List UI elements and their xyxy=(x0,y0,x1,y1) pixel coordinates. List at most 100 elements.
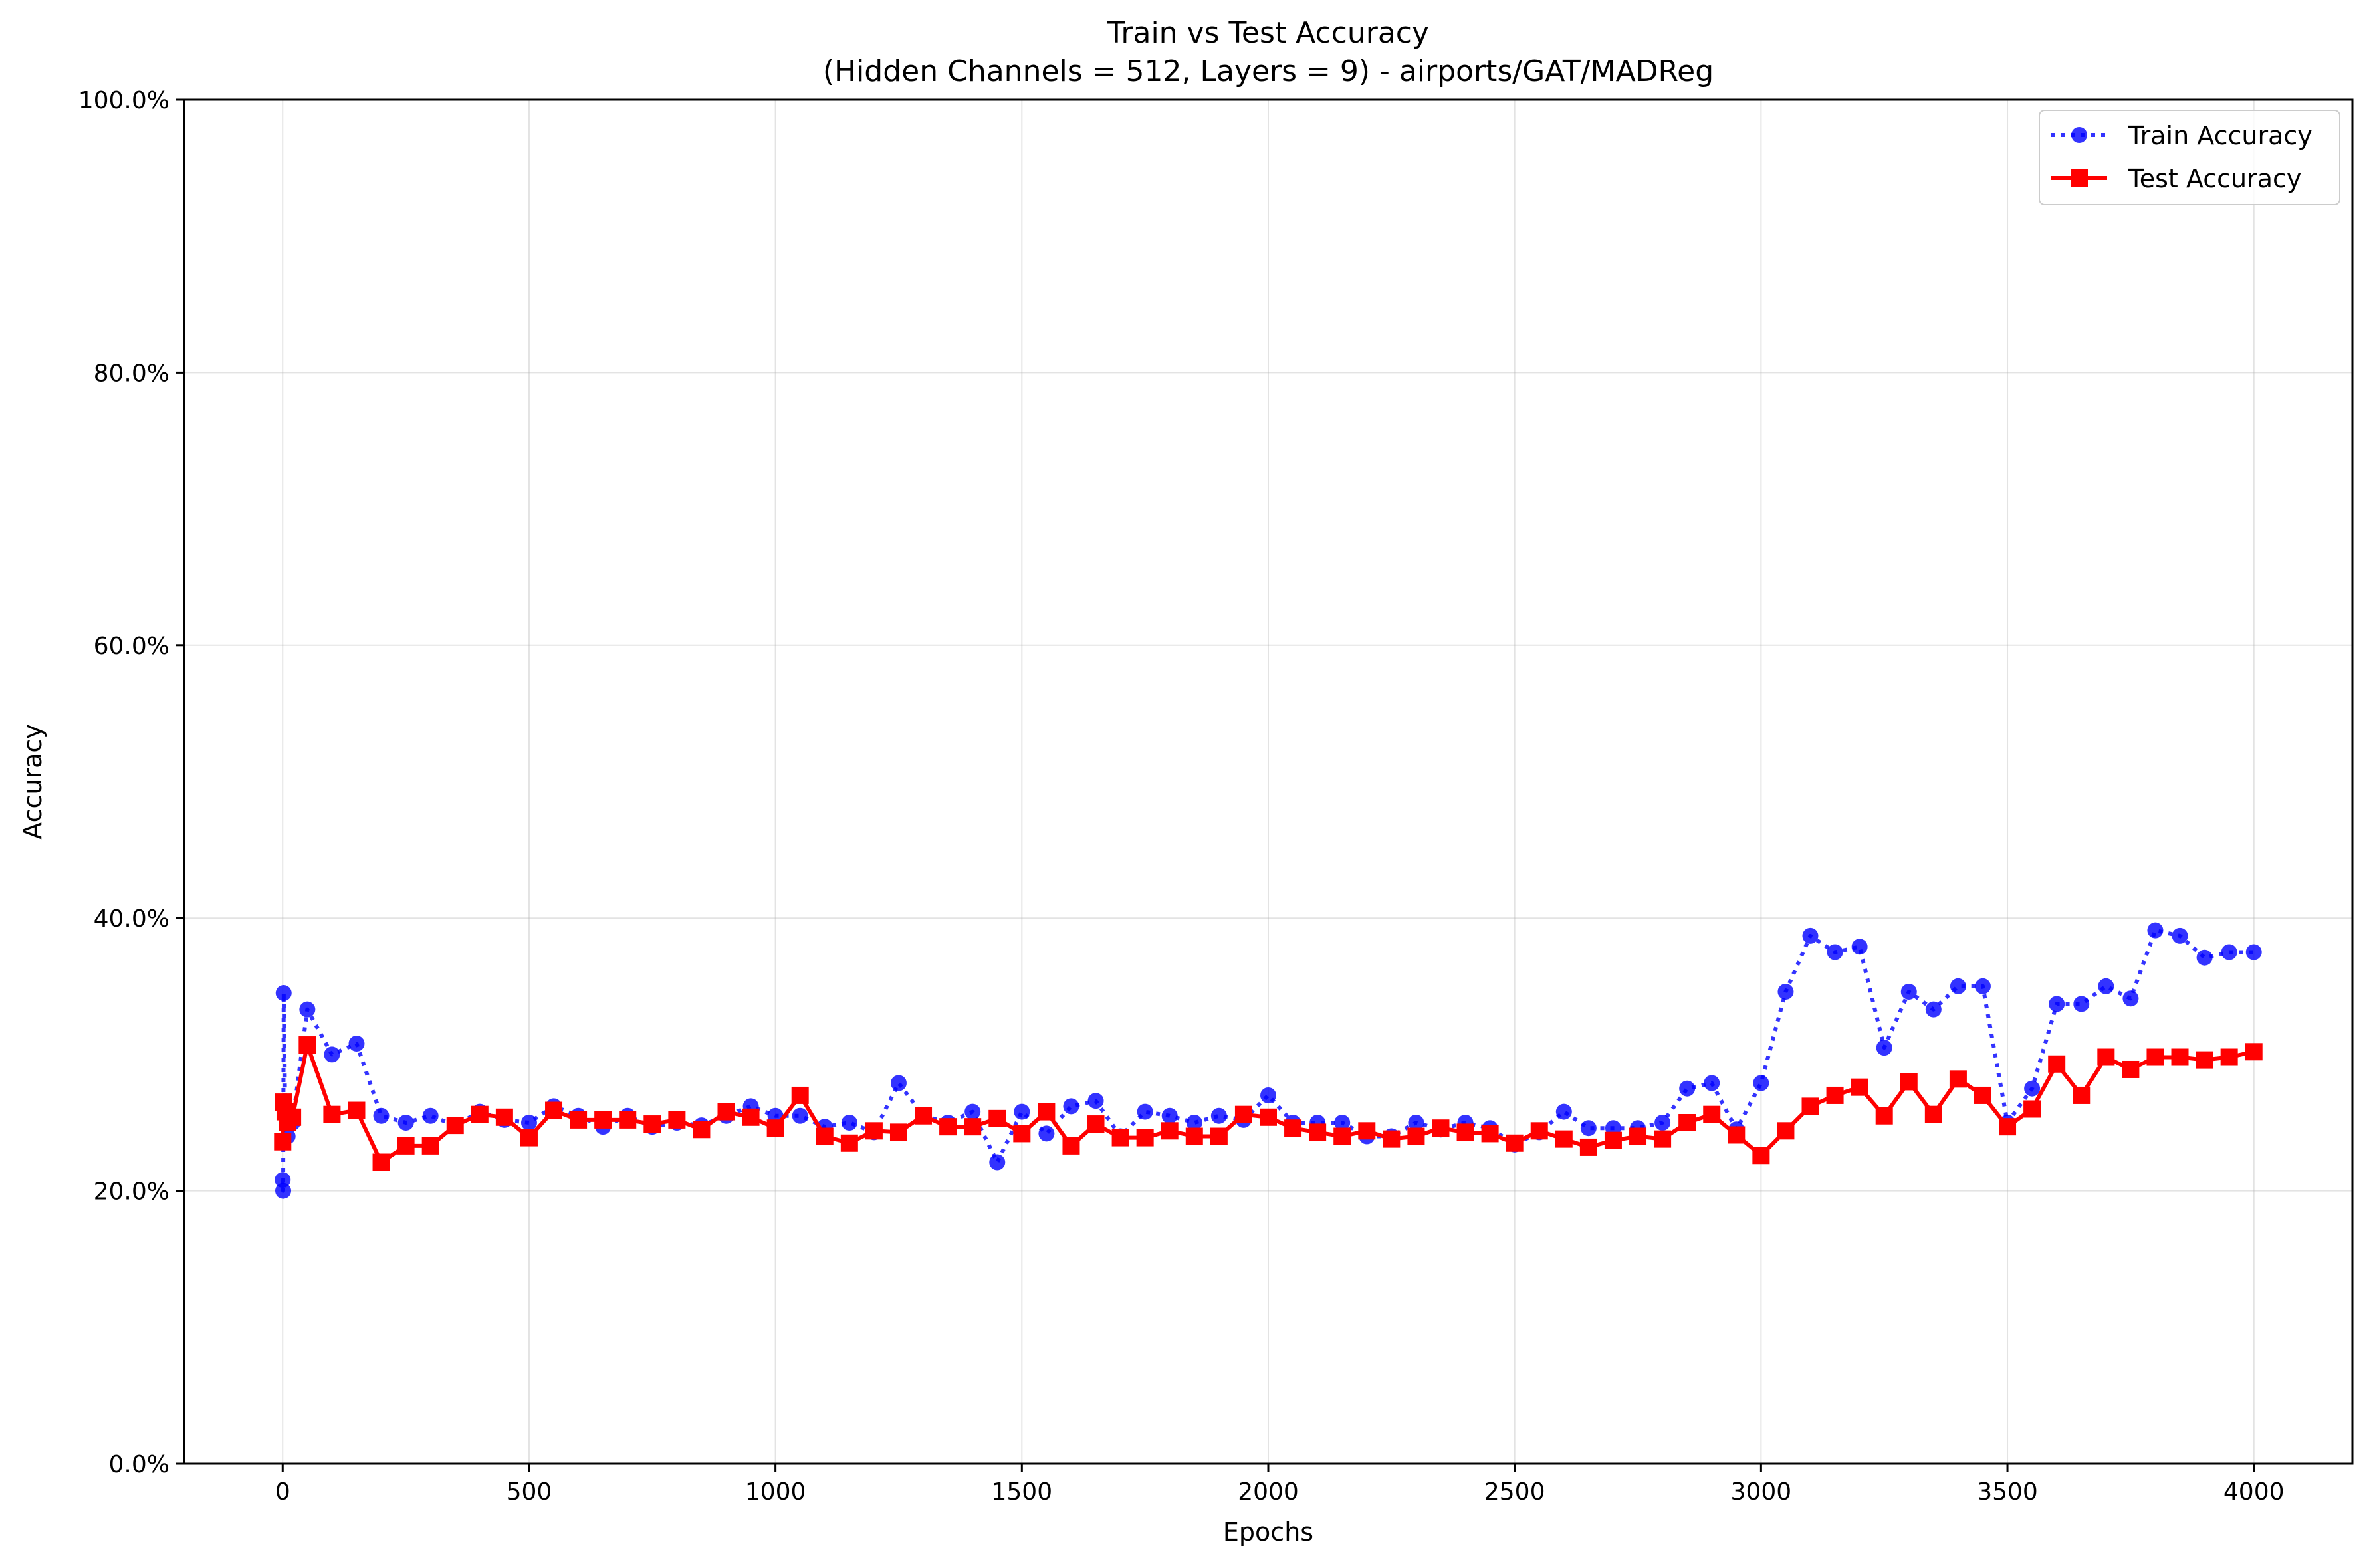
train-accuracy-point xyxy=(1704,1075,1720,1091)
test-accuracy-point xyxy=(988,1109,1006,1127)
train-accuracy-point xyxy=(1974,978,1991,994)
train-accuracy-point xyxy=(1851,939,1868,955)
test-accuracy-point xyxy=(1260,1108,1277,1126)
x-tick-label: 2000 xyxy=(1238,1478,1299,1506)
test-accuracy-point xyxy=(1728,1126,1746,1144)
x-tick-label: 4000 xyxy=(2223,1478,2285,1506)
test-accuracy-point xyxy=(1875,1107,1893,1125)
train-accuracy-point xyxy=(2073,996,2090,1012)
train-accuracy-point xyxy=(397,1115,414,1131)
test-accuracy-point xyxy=(1530,1122,1548,1140)
y-tick-label: 80.0% xyxy=(94,360,170,387)
test-accuracy-point xyxy=(1604,1131,1622,1149)
grid xyxy=(184,99,2352,1464)
train-accuracy-point xyxy=(2098,978,2114,994)
test-accuracy-point xyxy=(693,1121,711,1139)
train-accuracy-point xyxy=(1654,1115,1671,1131)
test-accuracy-point xyxy=(1506,1134,1524,1152)
train-accuracy-point xyxy=(299,1001,316,1018)
train-accuracy-point xyxy=(2147,922,2164,939)
test-accuracy-point xyxy=(1062,1137,1080,1155)
test-accuracy-point xyxy=(766,1119,784,1137)
train-accuracy-point xyxy=(1555,1103,1572,1120)
test-accuracy-point xyxy=(1284,1119,1302,1137)
train-accuracy-point xyxy=(275,1182,292,1199)
test-accuracy-point xyxy=(915,1107,933,1125)
train-accuracy-point xyxy=(1260,1087,1276,1103)
test-accuracy-point xyxy=(2220,1048,2238,1066)
train-accuracy-point xyxy=(2122,990,2139,1007)
y-tick-label: 0.0% xyxy=(109,1451,170,1478)
train-accuracy-point xyxy=(373,1107,390,1124)
x-axis: 0 500 1000 1500 2000 2500 3000 3500 4000 xyxy=(275,1464,2285,1506)
test-accuracy-point xyxy=(323,1105,341,1123)
train-accuracy-point xyxy=(1137,1103,1153,1120)
test-accuracy-point xyxy=(298,1036,316,1054)
train-accuracy-point xyxy=(2221,944,2237,960)
train-accuracy-point xyxy=(792,1107,808,1124)
train-accuracy-point xyxy=(1580,1120,1597,1137)
train-accuracy-point xyxy=(1161,1107,1178,1124)
test-accuracy-point xyxy=(284,1108,302,1126)
test-accuracy-point xyxy=(1851,1078,1868,1096)
train-accuracy-point xyxy=(890,1075,907,1091)
test-accuracy-point xyxy=(2073,1086,2090,1104)
test-accuracy-point xyxy=(1579,1138,1597,1156)
train-accuracy-point xyxy=(348,1035,365,1052)
train-accuracy-point xyxy=(520,1115,537,1131)
test-accuracy-point xyxy=(1407,1127,1425,1145)
test-accuracy-point xyxy=(1136,1129,1154,1147)
x-tick-label: 1500 xyxy=(992,1478,1053,1506)
test-accuracy-point xyxy=(619,1111,637,1129)
test-accuracy-point xyxy=(1678,1114,1696,1131)
train-accuracy-point xyxy=(2196,949,2213,966)
test-accuracy-point xyxy=(2122,1060,2140,1078)
train-accuracy-point xyxy=(1014,1103,1030,1120)
chart-title: Train vs Test Accuracy xyxy=(1107,16,1429,50)
train-accuracy-point xyxy=(275,985,292,1002)
test-accuracy-point xyxy=(742,1108,760,1126)
x-tick-label: 500 xyxy=(507,1478,552,1506)
test-accuracy-point xyxy=(1456,1123,1474,1141)
test-accuracy-point xyxy=(570,1111,588,1129)
train-accuracy-point xyxy=(1679,1080,1696,1097)
train-accuracy-point xyxy=(1408,1115,1424,1131)
test-accuracy-point xyxy=(816,1127,834,1145)
x-axis-label: Epochs xyxy=(1223,1517,1313,1547)
test-accuracy-point xyxy=(643,1115,661,1133)
test-accuracy-point xyxy=(1185,1127,1203,1145)
test-accuracy-point xyxy=(1777,1122,1795,1140)
x-tick-label: 3500 xyxy=(1977,1478,2038,1506)
train-accuracy-point xyxy=(2172,927,2188,944)
test-accuracy-point xyxy=(2245,1043,2263,1061)
test-accuracy-point xyxy=(274,1133,292,1151)
x-tick-label: 3000 xyxy=(1731,1478,1792,1506)
test-accuracy-point xyxy=(1826,1086,1844,1104)
test-accuracy-point xyxy=(1087,1115,1105,1133)
train-accuracy-point xyxy=(324,1046,340,1063)
y-tick-label: 60.0% xyxy=(94,633,170,660)
test-accuracy-point xyxy=(939,1118,957,1136)
test-accuracy-point xyxy=(1629,1127,1647,1145)
test-accuracy-point xyxy=(668,1111,686,1129)
train-accuracy-point xyxy=(1777,984,1794,1000)
train-accuracy-point xyxy=(1038,1125,1055,1142)
test-accuracy-point xyxy=(1481,1125,1499,1143)
test-accuracy-point xyxy=(1210,1127,1228,1145)
y-tick-label: 100.0% xyxy=(78,87,170,114)
train-accuracy-point xyxy=(2245,944,2262,960)
test-accuracy-point xyxy=(1900,1073,1918,1091)
test-accuracy-point xyxy=(1013,1125,1031,1143)
test-accuracy-point xyxy=(2146,1048,2164,1066)
x-tick-label: 2500 xyxy=(1484,1478,1545,1506)
y-tick-label: 40.0% xyxy=(94,905,170,933)
test-accuracy-point xyxy=(717,1103,735,1121)
test-accuracy-point xyxy=(545,1101,563,1119)
train-accuracy-point xyxy=(1753,1075,1769,1091)
test-accuracy-point xyxy=(421,1137,439,1155)
test-accuracy-point xyxy=(2023,1100,2041,1118)
test-accuracy-point xyxy=(1383,1130,1401,1148)
test-accuracy-point xyxy=(1949,1070,1967,1088)
